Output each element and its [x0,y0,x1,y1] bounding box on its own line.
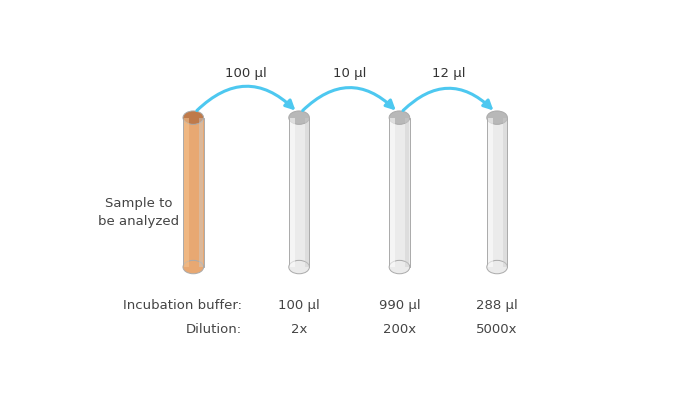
Text: Sample to
be analyzed: Sample to be analyzed [99,197,180,228]
Text: 2x: 2x [291,323,307,336]
Text: Dilution:: Dilution: [186,323,242,336]
Ellipse shape [389,260,410,274]
Text: 100 µl: 100 µl [225,67,267,80]
Text: Incubation buffer:: Incubation buffer: [123,299,242,312]
Bar [503,118,507,267]
Bar [405,118,409,267]
Bar [290,118,295,267]
Text: 288 µl: 288 µl [476,299,518,312]
Text: 12 µl: 12 µl [431,67,465,80]
Bar [391,118,395,267]
Ellipse shape [289,260,309,274]
Text: 5000x: 5000x [476,323,518,336]
Bar [289,118,309,267]
Bar [183,118,204,267]
Bar [389,118,410,267]
Bar [488,118,493,267]
Ellipse shape [486,260,507,274]
Text: 10 µl: 10 µl [332,67,366,80]
Bar [199,118,203,267]
Bar [184,118,189,267]
Bar [486,118,507,267]
Bar [304,118,309,267]
Ellipse shape [389,111,410,124]
Ellipse shape [486,111,507,124]
Text: 990 µl: 990 µl [379,299,420,312]
Text: 100 µl: 100 µl [278,299,320,312]
Ellipse shape [183,260,204,274]
Ellipse shape [183,111,204,124]
Ellipse shape [289,111,309,124]
Text: 200x: 200x [383,323,416,336]
